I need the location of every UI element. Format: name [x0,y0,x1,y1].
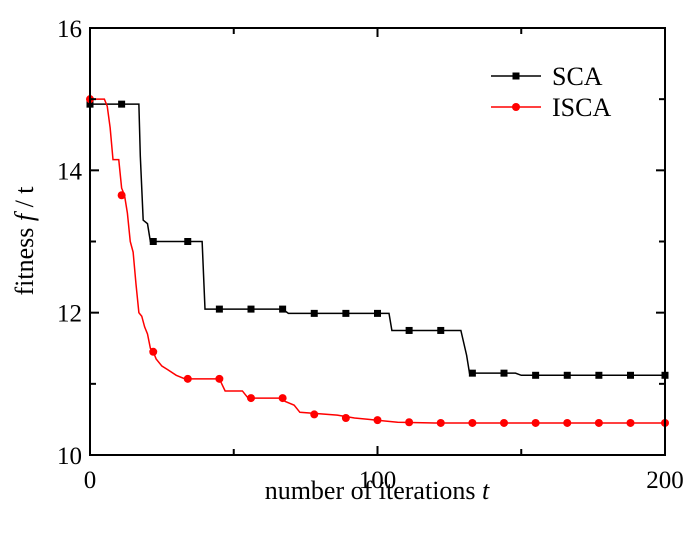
data-point-sca [563,371,571,379]
data-point-isca [373,416,382,425]
x-tick-label: 100 [359,467,397,494]
data-point-sca [118,100,126,108]
data-point-isca [500,418,508,427]
data-point-isca [341,413,350,422]
data-point-isca [626,418,635,427]
legend: SCA ISCA [491,62,611,122]
data-point-sca [595,371,603,379]
x-axis-label-text: number of iterations [265,476,476,505]
data-point-sca [279,305,287,313]
data-point-isca [531,418,540,427]
plot-frame [89,27,666,456]
data-point-sca [468,369,476,377]
data-point-sca [437,326,445,334]
y-axis-label: fitness f / t [10,186,39,296]
y-tick-label: 16 [57,16,82,43]
data-point-sca [247,305,255,313]
legend-label-isca: ISCA [552,93,611,122]
legend-marker-sca [512,72,520,80]
y-axis-label-variable: f [10,210,39,221]
legend-marker-isca [512,103,520,111]
data-point-sca [627,371,634,379]
x-tick-label: 0 [84,467,97,494]
data-point-sca [374,309,381,317]
y-tick-label: 12 [57,301,82,328]
data-point-sca [500,369,508,377]
data-point-isca [117,191,126,200]
data-point-isca [149,347,158,356]
data-point-isca [310,410,319,419]
data-point-isca [247,394,255,403]
data-point-sca [184,238,192,245]
x-tick-label: 200 [646,467,684,494]
data-point-isca [405,418,414,427]
legend-label-sca: SCA [552,62,603,91]
series-line-isca [90,98,665,424]
data-point-sca [149,238,157,245]
y-axis-label-suffix: / t [10,186,39,214]
x-axis-label: number of iterations t [265,476,490,505]
y-tick-label: 14 [57,158,83,185]
data-point-isca [594,418,603,427]
data-point-isca [278,394,287,403]
x-axis-label-variable: t [482,476,490,505]
data-point-isca [468,418,477,427]
data-point-isca [215,374,224,383]
data-point-sca [215,305,223,313]
data-point-sca [532,371,540,379]
ticks-layer: 0 100 200 10 12 14 16 [57,16,684,494]
series-isca [86,95,669,427]
data-point-isca [563,418,572,427]
data-point-sca [342,309,350,317]
data-point-sca [310,309,318,317]
data-point-sca [405,326,413,334]
y-tick-label: 10 [57,443,82,470]
y-axis-label-prefix: fitness [10,221,39,295]
data-point-isca [183,374,192,383]
data-point-isca [436,418,445,427]
